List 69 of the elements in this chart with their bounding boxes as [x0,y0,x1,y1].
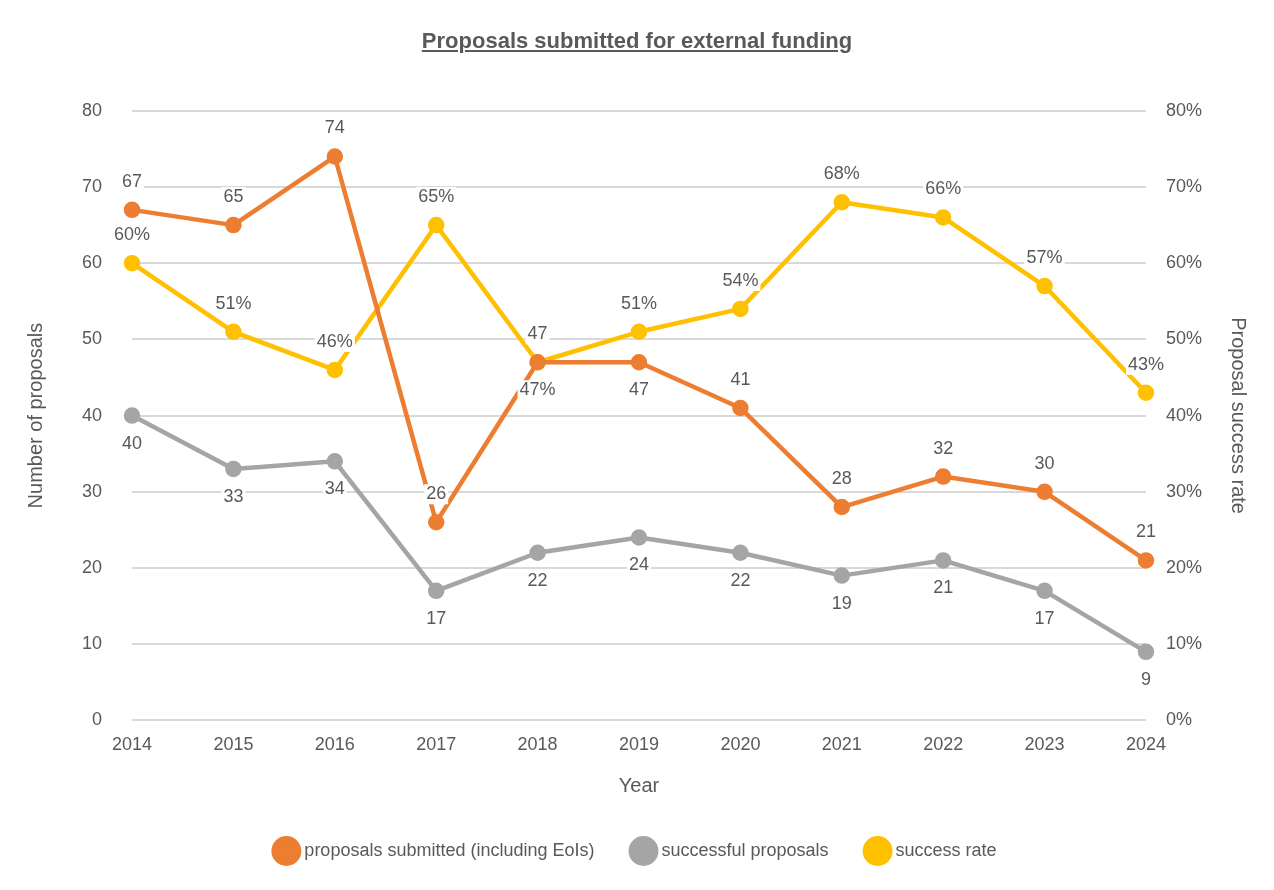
legend-label: success rate [895,839,997,860]
y2-tick-label: 40% [1165,404,1202,425]
data-label: 46% [316,330,353,351]
y2-tick-label: 20% [1165,556,1202,577]
data-label: 66% [925,178,962,199]
data-label: 54% [722,269,759,290]
data-label: 19 [831,592,852,613]
data-label: 40 [122,432,143,453]
data-label: 17 [1034,607,1055,628]
data-label: 74 [324,117,345,138]
y-tick-label: 30 [81,480,103,501]
legend-label: successful proposals [661,839,829,860]
y-tick-label: 10 [81,633,103,654]
data-label: 47% [519,379,556,400]
data-label: 47 [628,379,650,400]
x-tick-label: 2015 [213,734,254,755]
y-tick-label: 80 [81,99,103,120]
x-tick-label: 2022 [923,734,964,755]
x-tick-label: 2019 [618,734,660,755]
y-tick-label: 70 [81,175,103,196]
x-tick-label: 2024 [1125,734,1166,755]
data-label: 22 [730,569,751,590]
y2-tick-label: 30% [1165,480,1202,501]
data-label: 51% [620,292,658,313]
data-label: 21 [1135,521,1156,542]
data-label: 43% [1127,353,1164,374]
x-tick-label: 2018 [517,734,558,755]
data-label: 60% [114,224,151,245]
data-label: 21 [933,577,954,598]
y2-tick-label: 60% [1165,252,1202,273]
data-label: 32 [933,437,954,458]
legend-label: proposals submitted (including EoIs) [304,839,595,860]
y-tick-label: 40 [81,404,103,425]
y2-tick-label: 0% [1165,709,1192,730]
x-tick-label: 2014 [112,734,153,755]
chart-title: Proposals submitted for external funding [420,28,854,54]
y-tick-label: 60 [81,252,103,273]
y2-axis-title: Proposal success rate [1228,317,1251,514]
x-axis-title: Year [618,773,660,796]
data-label: 26 [426,483,447,504]
data-label: 22 [527,569,548,590]
y2-tick-label: 50% [1165,328,1202,349]
data-label: 17 [426,607,447,628]
x-tick-label: 2017 [416,734,457,755]
data-label: 51% [215,292,252,313]
data-label: 24 [628,554,650,575]
data-label: 41 [730,368,751,389]
y2-tick-label: 70% [1165,175,1202,196]
data-label: 9 [1140,668,1151,689]
data-label: 68% [823,163,860,184]
data-label: 28 [831,468,852,489]
x-tick-label: 2020 [720,734,761,755]
data-label: 47 [527,323,548,344]
y-tick-label: 0 [92,709,103,730]
data-label: 65 [223,186,244,207]
data-label: 33 [223,485,244,506]
y2-tick-label: 80% [1165,99,1202,120]
data-label: 65% [418,186,455,207]
data-label: 34 [324,478,345,499]
y2-tick-label: 10% [1165,633,1202,654]
x-tick-label: 2016 [314,734,355,755]
y-axis-title: Number of proposals [23,322,46,509]
data-label: 67 [122,170,143,191]
y-tick-label: 50 [81,328,103,349]
data-label: 30 [1034,452,1055,473]
x-tick-label: 2021 [821,734,862,755]
data-label: 57% [1026,247,1063,268]
y-tick-label: 20 [81,556,103,577]
x-tick-label: 2023 [1024,734,1065,755]
